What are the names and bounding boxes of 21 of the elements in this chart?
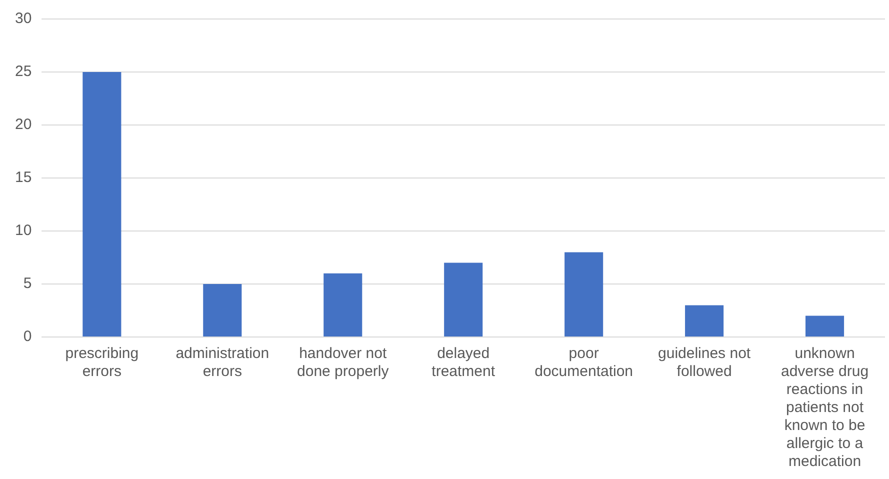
x-tick-label: unknown adverse drug reactions in patients not known to be allergic to a medication <box>780 345 869 470</box>
y-tick-label: 0 <box>23 328 32 346</box>
bar <box>82 72 122 336</box>
bar <box>444 262 483 336</box>
y-tick-label: 15 <box>14 169 32 186</box>
y-tick-label: 10 <box>14 222 32 240</box>
x-tick-label: poor documentation <box>534 345 634 380</box>
x-tick-label: delayed treatment <box>432 345 496 380</box>
bar <box>805 316 844 336</box>
bar <box>564 252 604 336</box>
y-tick-label: 20 <box>14 116 32 134</box>
y-tick-label: 25 <box>14 63 32 80</box>
bar <box>324 273 362 336</box>
x-tick-label: prescribing errors <box>65 345 139 380</box>
bar <box>203 284 242 336</box>
x-tick-label: administration errors <box>176 345 270 380</box>
x-tick-label: handover not done properly <box>297 345 390 380</box>
x-tick-label: guidelines not followed <box>658 345 752 380</box>
y-tick-label: 30 <box>14 10 32 28</box>
y-tick-label: 5 <box>23 275 32 292</box>
bar <box>685 305 724 336</box>
